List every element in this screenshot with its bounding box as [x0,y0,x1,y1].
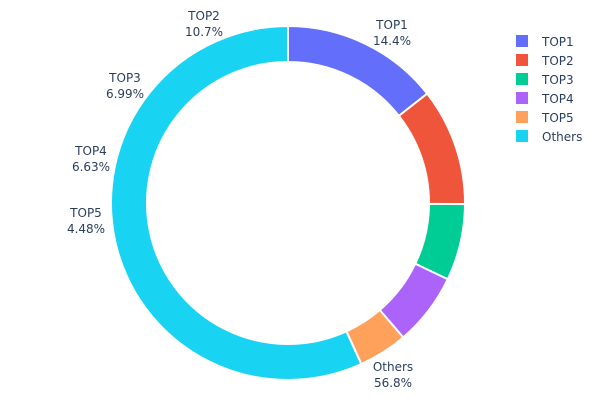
slice-label-name: TOP2 [187,9,220,23]
slice-label-name: Others [373,360,413,374]
slice-label-value: 6.63% [72,160,110,174]
legend-swatch [516,73,528,85]
slice-labels: TOP1 14.4% TOP2 10.7% TOP3 6.99% TOP4 6.63% TOP5… [67,9,413,390]
slice-label-name: TOP1 [375,18,408,32]
legend-label: Others [542,130,582,144]
legend-swatch [516,54,528,66]
slice-label-name: TOP4 [74,144,107,158]
legend-item-others[interactable]: Others [516,130,582,144]
slice-others[interactable] [110,24,363,381]
slice-label-name: TOP5 [69,206,102,220]
legend-swatch [516,130,528,142]
slice-label-value: 6.99% [106,87,144,101]
slice-label-value: 14.4% [373,34,411,48]
legend-swatch [516,111,528,123]
legend-swatch [516,35,528,47]
legend-item-top1[interactable]: TOP1 [516,35,574,49]
legend-label: TOP2 [541,54,574,68]
legend: TOP1 TOP2 TOP3 TOP4 TOP5 Others [516,35,582,144]
legend-label: TOP5 [541,111,574,125]
slice-label-value: 56.8% [374,376,412,390]
slice-label-name: TOP3 [108,71,141,85]
slice-label-value: 4.48% [67,222,105,236]
slices [110,24,467,381]
slice-label-value: 10.7% [185,25,223,39]
legend-item-top4[interactable]: TOP4 [516,92,574,106]
legend-item-top5[interactable]: TOP5 [516,111,574,125]
legend-label: TOP1 [541,35,574,49]
legend-item-top3[interactable]: TOP3 [516,73,574,87]
slice-top2[interactable] [397,92,466,206]
legend-label: TOP4 [541,92,574,106]
legend-item-top2[interactable]: TOP2 [516,54,574,68]
legend-swatch [516,92,528,104]
legend-label: TOP3 [541,73,574,87]
